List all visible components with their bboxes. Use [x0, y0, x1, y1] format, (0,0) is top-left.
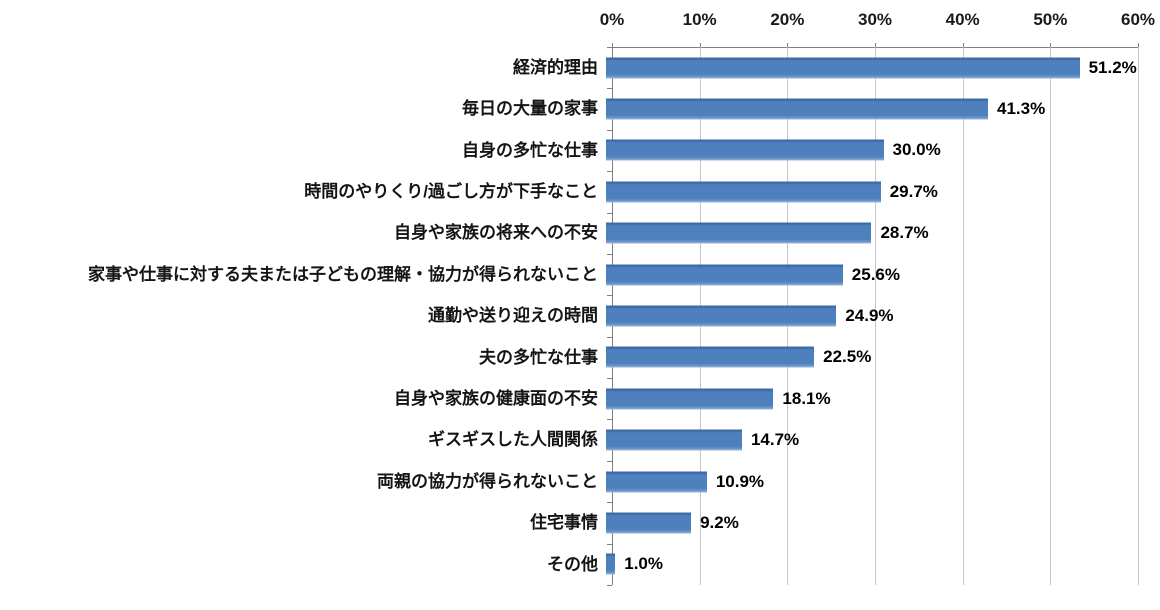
category-label: 経済的理由 [513, 57, 598, 77]
bar [606, 429, 742, 451]
y-axis-tick [607, 419, 612, 421]
bar [606, 305, 837, 327]
value-label: 10.9% [715, 471, 765, 491]
category-label: 時間のやりくり/過ごし方が下手なこと [304, 182, 598, 202]
gridline [1138, 47, 1139, 585]
y-axis-tick [607, 543, 612, 545]
x-axis-tick-label: 60% [1120, 10, 1156, 29]
category-label: 夫の多忙な仕事 [479, 347, 598, 367]
value-label: 30.0% [892, 140, 941, 160]
value-label: 14.7% [750, 430, 800, 450]
bar [606, 98, 989, 120]
bar [606, 57, 1080, 79]
chart-row: その他 1.0% [0, 544, 1160, 585]
bar-track: 18.1% [605, 378, 1160, 419]
value-label: 51.2% [1088, 57, 1137, 77]
bar-track: 25.6% [605, 254, 1160, 295]
category-label: 自身や家族の将来への不安 [394, 223, 598, 243]
bar-track: 41.3% [605, 88, 1160, 129]
value-label: 29.7% [889, 181, 938, 201]
category-label: 両親の協力が得られないこと [377, 471, 598, 491]
gridline [875, 47, 876, 585]
chart-row: 家事や仕事に対する夫または子どもの理解・協力が得られないこと 25.6% [0, 254, 1160, 295]
bar [606, 264, 843, 286]
chart-row: 自身の多忙な仕事 30.0% [0, 130, 1160, 171]
category-label: 住宅事情 [530, 513, 598, 533]
bar-track: 9.2% [605, 502, 1160, 543]
y-axis-tick [607, 378, 612, 380]
bar-track: 30.0% [605, 130, 1160, 171]
x-axis-tick-label: 50% [1033, 10, 1068, 29]
value-label: 18.1% [782, 388, 831, 408]
bar-track: 10.9% [605, 461, 1160, 502]
value-label: 22.5% [823, 347, 872, 367]
bar [606, 222, 872, 244]
x-axis-tick-label: 10% [682, 10, 717, 29]
bar-track: 22.5% [605, 337, 1160, 378]
bar [606, 139, 884, 161]
value-label: 9.2% [700, 512, 739, 532]
bar [606, 471, 707, 493]
bar-track: 24.9% [605, 295, 1160, 336]
bar-track: 14.7% [605, 420, 1160, 461]
value-label: 41.3% [997, 99, 1046, 119]
bar-track: 51.2% [605, 47, 1160, 88]
chart-row: 自身や家族の将来への不安 28.7% [0, 213, 1160, 254]
category-label: その他 [547, 554, 598, 574]
y-axis-tick [607, 212, 612, 214]
y-axis-tick [607, 88, 612, 90]
category-label: 家事や仕事に対する夫または子どもの理解・協力が得られないこと [88, 264, 598, 284]
value-label: 1.0% [624, 554, 663, 574]
gridline [962, 47, 964, 585]
value-label: 25.6% [851, 264, 900, 284]
chart-row: 夫の多忙な仕事 22.5% [0, 337, 1160, 378]
x-axis-tick-labels: 0% 10% 20% 30% 40% 50% 60% [600, 10, 1155, 36]
bar [606, 512, 692, 534]
y-axis-tick [607, 253, 612, 255]
x-axis-tick-label: 30% [857, 10, 893, 29]
category-label: 自身や家族の健康面の不安 [394, 389, 598, 409]
chart-row: 自身や家族の健康面の不安 18.1% [0, 378, 1160, 419]
x-axis-tick-label: 40% [945, 10, 980, 29]
chart-row: 時間のやりくり/過ごし方が下手なこと 29.7% [0, 171, 1160, 212]
bar [606, 346, 815, 368]
gridline [1050, 47, 1052, 585]
category-label: ギスギスした人間関係 [428, 430, 598, 450]
chart-row: 経済的理由 51.2% [0, 47, 1160, 88]
x-axis-tick-label: 0% [599, 10, 625, 29]
bar [606, 553, 616, 575]
x-axis-tick-label: 20% [770, 10, 805, 29]
y-axis-tick [607, 585, 612, 586]
chart-row: ギスギスした人間関係 14.7% [0, 420, 1160, 461]
y-axis-tick [607, 336, 612, 338]
chart-row: 毎日の大量の家事 41.3% [0, 88, 1160, 129]
bar-track: 28.7% [605, 213, 1160, 254]
y-axis-tick [607, 47, 612, 48]
y-axis-tick [607, 460, 612, 462]
y-axis-tick [607, 129, 612, 131]
chart-row: 両親の協力が得られないこと 10.9% [0, 461, 1160, 502]
chart-row: 通勤や送り迎えの時間 24.9% [0, 295, 1160, 336]
bar [606, 388, 774, 410]
category-label: 毎日の大量の家事 [462, 99, 598, 119]
y-axis-tick [607, 171, 612, 173]
category-label: 自身の多忙な仕事 [462, 140, 598, 160]
y-axis-tick [607, 295, 612, 297]
category-label: 通勤や送り迎えの時間 [428, 306, 598, 326]
value-label: 24.9% [845, 306, 894, 326]
chart-row: 住宅事情 9.2% [0, 502, 1160, 543]
bar-track: 1.0% [605, 544, 1160, 585]
bar-track: 29.7% [605, 171, 1160, 212]
bar [606, 181, 881, 203]
y-axis-tick [607, 502, 612, 504]
value-label: 28.7% [880, 223, 929, 243]
bar-rows: 経済的理由 51.2% 毎日の大量の家事 41.3% 自身の多忙な仕事 30.0% 時間のや… [0, 47, 1160, 585]
